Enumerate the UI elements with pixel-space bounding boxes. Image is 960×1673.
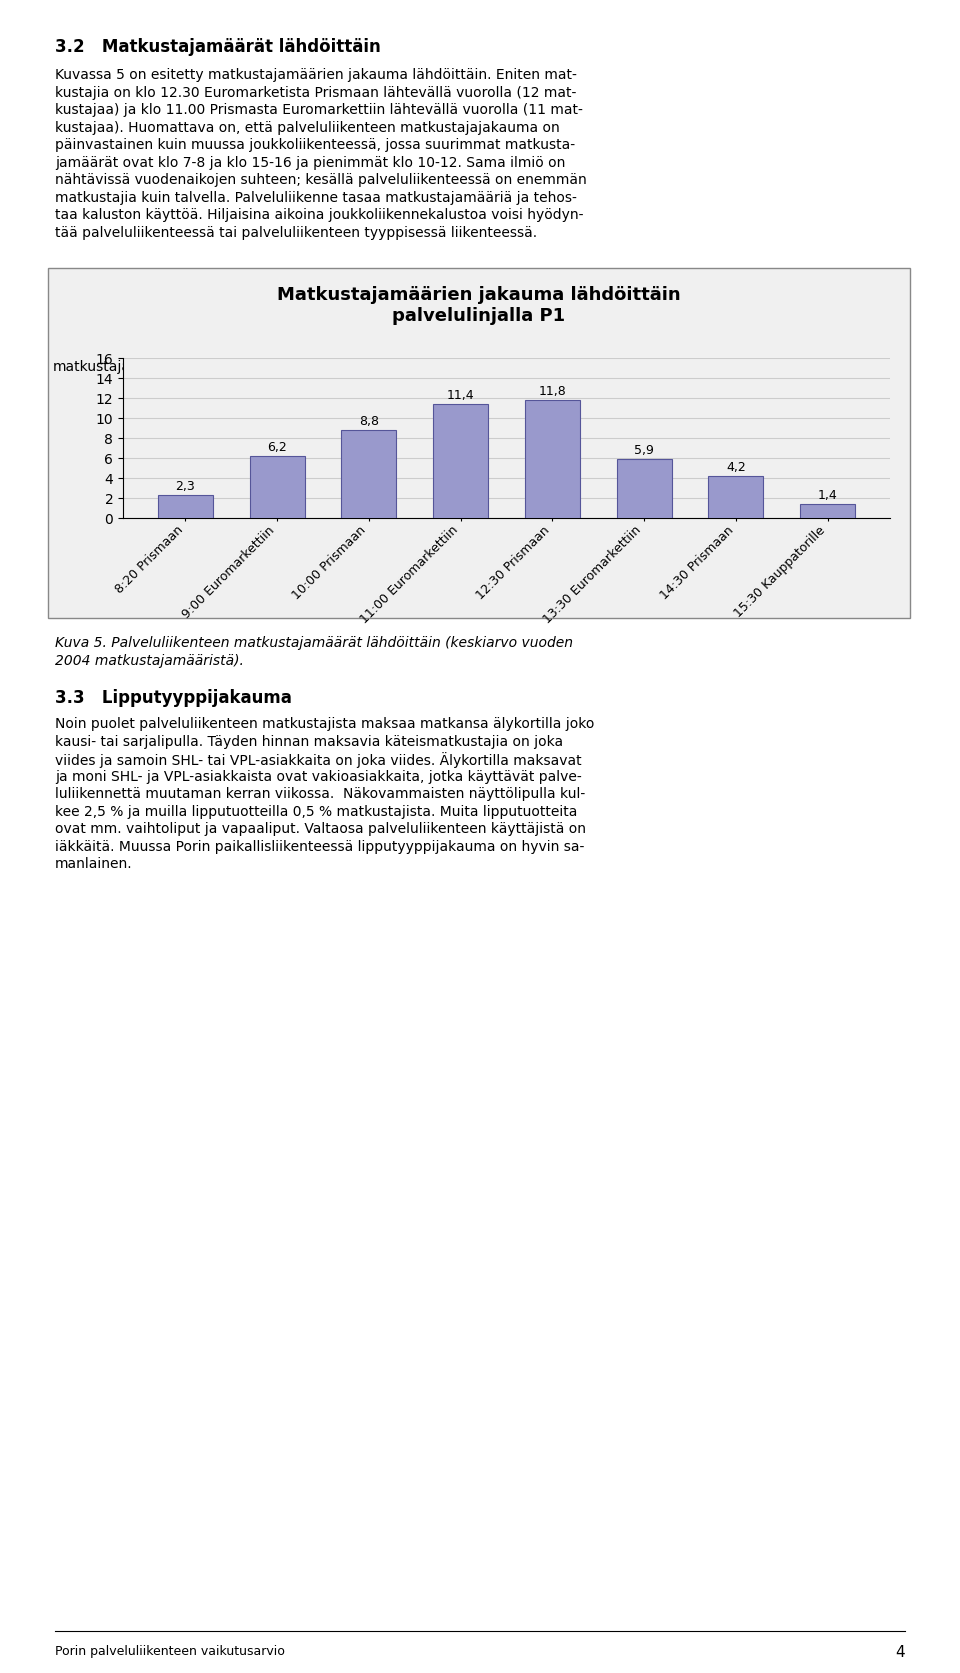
Text: 11,4: 11,4: [446, 390, 474, 402]
Text: 11,8: 11,8: [539, 385, 566, 398]
Text: luliikennettä muutaman kerran viikossa.  Näkovammaisten näyttölipulla kul-: luliikennettä muutaman kerran viikossa. …: [55, 786, 586, 801]
Bar: [708, 477, 763, 519]
Text: 2,3: 2,3: [176, 480, 195, 494]
Text: kustajaa). Huomattava on, että palveluliikenteen matkustajajakauma on: kustajaa). Huomattava on, että palveluli…: [55, 120, 560, 134]
Text: kustajia on klo 12.30 Euromarketista Prismaan lähtevällä vuorolla (12 mat-: kustajia on klo 12.30 Euromarketista Pri…: [55, 85, 576, 99]
Text: tää palveluliikenteessä tai palveluliikenteen tyyppisessä liikenteessä.: tää palveluliikenteessä tai palveluliike…: [55, 226, 538, 239]
Text: päinvastainen kuin muussa joukkoliikenteessä, jossa suurimmat matkusta-: päinvastainen kuin muussa joukkoliikente…: [55, 137, 575, 152]
Text: Matkustajamäärien jakauma lähdöittäin
palvelulinjalla P1: Matkustajamäärien jakauma lähdöittäin pa…: [277, 286, 681, 325]
Text: kausi- tai sarjalipulla. Täyden hinnan maksavia käteismatkustajia on joka: kausi- tai sarjalipulla. Täyden hinnan m…: [55, 734, 564, 748]
Bar: [616, 458, 672, 519]
Bar: [250, 457, 304, 519]
Text: matkustajia kuin talvella. Palveluliikenne tasaa matkustajamääriä ja tehos-: matkustajia kuin talvella. Palveluliiken…: [55, 191, 577, 204]
Bar: [525, 400, 580, 519]
Text: jamäärät ovat klo 7-8 ja klo 15-16 ja pienimmät klo 10-12. Sama ilmiö on: jamäärät ovat klo 7-8 ja klo 15-16 ja pi…: [55, 156, 565, 169]
Bar: [342, 430, 396, 519]
Text: ovat mm. vaihtoliput ja vapaaliput. Valtaosa palveluliikenteen käyttäjistä on: ovat mm. vaihtoliput ja vapaaliput. Valt…: [55, 821, 586, 836]
Text: 3.2   Matkustajamäärät lähdöittäin: 3.2 Matkustajamäärät lähdöittäin: [55, 38, 381, 55]
Text: viides ja samoin SHL- tai VPL-asiakkaita on joka viides. Älykortilla maksavat: viides ja samoin SHL- tai VPL-asiakkaita…: [55, 751, 582, 768]
Text: Kuva 5. Palveluliikenteen matkustajamäärät lähdöittäin (keskiarvo vuoden: Kuva 5. Palveluliikenteen matkustajamäär…: [55, 636, 573, 651]
Text: ja moni SHL- ja VPL-asiakkaista ovat vakioasiakkaita, jotka käyttävät palve-: ja moni SHL- ja VPL-asiakkaista ovat vak…: [55, 770, 582, 783]
Text: 6,2: 6,2: [267, 442, 287, 453]
Bar: [800, 504, 855, 519]
Text: 2004 matkustajamääristä).: 2004 matkustajamääristä).: [55, 654, 244, 668]
Bar: [433, 403, 488, 519]
Text: 5,9: 5,9: [635, 443, 654, 457]
Text: iäkkäitä. Muussa Porin paikallisliikenteessä lipputyyppijakauma on hyvin sa-: iäkkäitä. Muussa Porin paikallisliikente…: [55, 840, 585, 853]
Text: kee 2,5 % ja muilla lipputuotteilla 0,5 % matkustajista. Muita lipputuotteita: kee 2,5 % ja muilla lipputuotteilla 0,5 …: [55, 805, 577, 818]
Text: 8,8: 8,8: [359, 415, 379, 428]
Text: 4,2: 4,2: [726, 462, 746, 473]
Text: 3.3   Lipputyyppijakauma: 3.3 Lipputyyppijakauma: [55, 689, 292, 708]
Text: nähtävissä vuodenaikojen suhteen; kesällä palveluliikenteessä on enemmän: nähtävissä vuodenaikojen suhteen; kesäll…: [55, 172, 587, 187]
Text: Porin palveluliikenteen vaikutusarvio: Porin palveluliikenteen vaikutusarvio: [55, 1645, 285, 1658]
Text: manlainen.: manlainen.: [55, 857, 132, 872]
Bar: [157, 495, 213, 519]
Text: 1,4: 1,4: [818, 489, 837, 502]
Text: kustajaa) ja klo 11.00 Prismasta Euromarkettiin lähtevällä vuorolla (11 mat-: kustajaa) ja klo 11.00 Prismasta Euromar…: [55, 104, 583, 117]
Text: Kuvassa 5 on esitetty matkustajamäärien jakauma lähdöittäin. Eniten mat-: Kuvassa 5 on esitetty matkustajamäärien …: [55, 69, 577, 82]
Bar: [48, 268, 910, 617]
Text: taa kaluston käyttöä. Hiljaisina aikoina joukkoliikennekalustoa voisi hyödyn-: taa kaluston käyttöä. Hiljaisina aikoina…: [55, 207, 584, 223]
Text: matkustajaa: matkustajaa: [53, 360, 139, 375]
Text: Noin puolet palveluliikenteen matkustajista maksaa matkansa älykortilla joko: Noin puolet palveluliikenteen matkustaji…: [55, 718, 594, 731]
Text: 4: 4: [896, 1645, 905, 1660]
